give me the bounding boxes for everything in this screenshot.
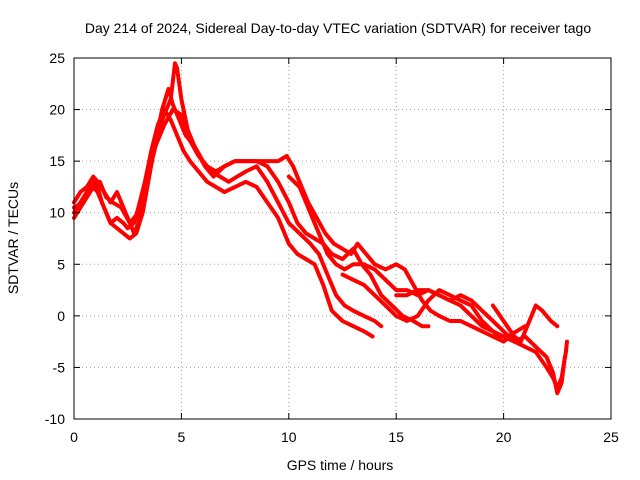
series-line-day-d — [72, 107, 519, 344]
x-tick-label: 0 — [70, 429, 78, 445]
series-layer — [72, 61, 569, 396]
y-tick-label: 15 — [49, 153, 65, 169]
y-tick-label: 25 — [49, 50, 65, 66]
y-tick-label: 0 — [57, 308, 65, 324]
y-tick-label: 10 — [49, 205, 65, 221]
chart-title: Day 214 of 2024, Sidereal Day-to-day VTE… — [85, 20, 592, 36]
x-tick-label: 10 — [281, 429, 297, 445]
x-tick-label: 15 — [388, 429, 404, 445]
series-line-day-g — [394, 288, 567, 396]
x-tick-label: 5 — [178, 429, 186, 445]
x-tick-label: 20 — [496, 429, 512, 445]
grid-lines — [74, 58, 611, 419]
y-tick-label: -10 — [45, 411, 65, 427]
series-line-day-h — [490, 303, 560, 344]
plot-frame — [73, 57, 612, 420]
y-tick-label: -5 — [53, 359, 66, 375]
x-tick-label: 25 — [603, 429, 619, 445]
y-tick-label: 5 — [57, 256, 65, 272]
x-axis-label: GPS time / hours — [287, 457, 394, 473]
series-line-day-e — [286, 174, 528, 339]
series-line-day-a — [72, 107, 375, 339]
series-line-day-c — [72, 61, 431, 329]
series-line-day-f — [340, 272, 569, 391]
y-axis-label: SDTVAR / TECUs — [5, 182, 21, 294]
axis-ticks: 0 5 10 15 20 25 -10 -5 0 5 10 15 20 25 — [45, 50, 619, 445]
y-tick-label: 20 — [49, 102, 65, 118]
